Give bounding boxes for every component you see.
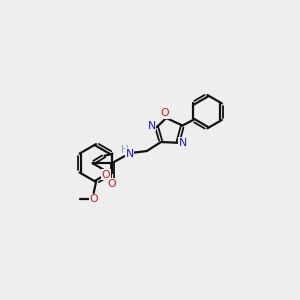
Text: N: N (126, 149, 134, 159)
Text: O: O (101, 169, 110, 180)
Text: H: H (121, 145, 128, 155)
Text: O: O (161, 108, 170, 118)
Text: N: N (179, 138, 187, 148)
Text: O: O (89, 194, 98, 204)
Text: O: O (108, 179, 116, 189)
Text: N: N (148, 121, 156, 131)
